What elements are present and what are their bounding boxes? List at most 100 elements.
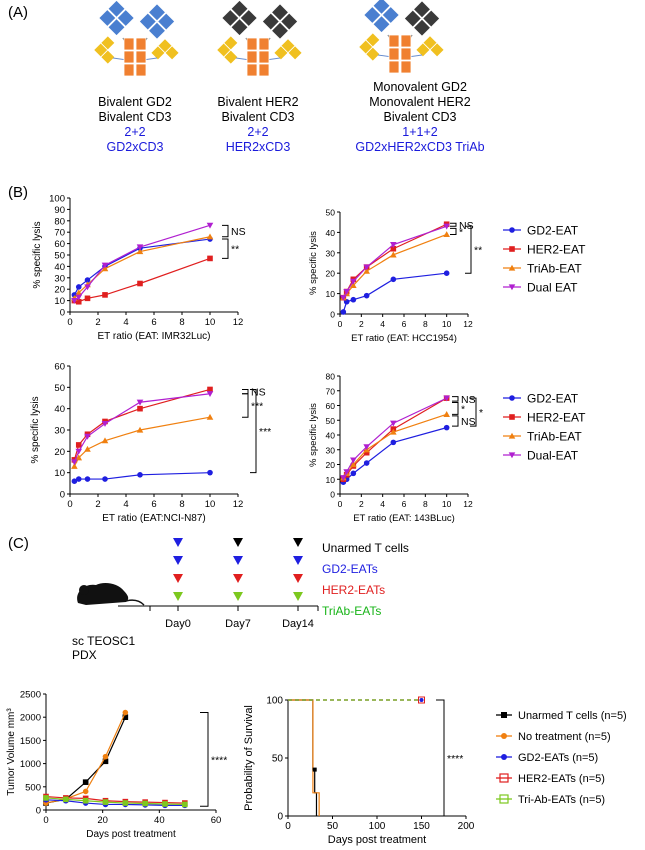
fc-domain bbox=[258, 50, 270, 64]
legend-label: GD2-EAT bbox=[527, 392, 579, 406]
legend-label: TriAb-EAT bbox=[527, 430, 582, 444]
bracket-ns-2 bbox=[452, 415, 459, 427]
series-tri-ab-eats bbox=[43, 795, 188, 808]
series-line bbox=[73, 416, 211, 467]
data-point bbox=[101, 437, 109, 444]
data-point bbox=[363, 449, 370, 456]
x-tick-label: 0 bbox=[338, 319, 343, 329]
x-tick-label: 6 bbox=[151, 499, 156, 510]
data-point bbox=[84, 295, 91, 302]
series-triab-eat bbox=[71, 233, 214, 301]
data-point bbox=[75, 476, 82, 482]
data-point bbox=[443, 270, 450, 277]
bracket-ns-label: NS bbox=[461, 394, 476, 406]
y-tick-label: 0 bbox=[277, 812, 283, 823]
data-point bbox=[390, 439, 397, 446]
fc-domain bbox=[258, 63, 270, 77]
x-tick-label: 2 bbox=[359, 319, 364, 329]
data-point bbox=[84, 433, 91, 440]
data-point bbox=[75, 442, 82, 448]
data-point bbox=[207, 255, 213, 262]
data-point bbox=[390, 251, 397, 258]
outer-fab-right bbox=[403, 0, 441, 37]
bracket-quad-star-label: **** bbox=[211, 754, 227, 766]
fab-domain bbox=[372, 15, 391, 34]
fc-domain bbox=[388, 60, 400, 74]
data-point bbox=[102, 753, 109, 760]
data-point bbox=[136, 426, 144, 433]
series-line bbox=[74, 257, 211, 303]
bracket-star-2 bbox=[470, 397, 477, 427]
day-label-day7: Day7 bbox=[225, 618, 251, 630]
legend-marker bbox=[499, 773, 509, 783]
data-point bbox=[137, 280, 143, 287]
data-point bbox=[102, 758, 109, 765]
construct-2-blue-2: HER2xCD3 bbox=[225, 140, 291, 154]
x-tick-label: 150 bbox=[413, 821, 430, 832]
data-point bbox=[390, 428, 397, 435]
cd3-scfv-right bbox=[150, 38, 180, 61]
y-tick-label: 40 bbox=[54, 404, 65, 415]
x-tick-label: 6 bbox=[402, 499, 407, 509]
legend-label: Dual-EAT bbox=[527, 449, 579, 463]
y-tick-label: 50 bbox=[54, 251, 65, 262]
chart-143bluc: 0 2 4 6 8 10 12 0 10 20 30 40 50 60 70 80 ET ratio (EAT:… bbox=[308, 372, 483, 525]
construct-2-line-2: Bivalent CD3 bbox=[221, 110, 295, 124]
bracket-double-star bbox=[465, 225, 472, 274]
data-point bbox=[102, 292, 108, 298]
fc-domain bbox=[400, 34, 412, 48]
series-gd2-eat bbox=[340, 270, 450, 315]
fab-domain bbox=[412, 0, 432, 19]
data-point bbox=[443, 395, 450, 402]
x-tick-label: 12 bbox=[233, 317, 244, 328]
y-tick-label: 30 bbox=[326, 248, 336, 258]
data-point bbox=[84, 284, 91, 291]
antibody-her2xcd3-diagram bbox=[216, 0, 303, 77]
series-no-treatment-n-5- bbox=[288, 699, 320, 816]
data-point bbox=[390, 276, 397, 283]
bracket-triple-star-2 bbox=[250, 388, 257, 474]
data-point bbox=[137, 405, 143, 412]
data-point bbox=[206, 391, 214, 398]
y-tick-label: 80 bbox=[326, 372, 336, 382]
x-tick-label: 2 bbox=[95, 317, 100, 328]
dose-arrow bbox=[233, 538, 243, 547]
fab-domain bbox=[138, 12, 157, 31]
series-line bbox=[342, 413, 447, 479]
data-point bbox=[443, 231, 450, 238]
fc-domain bbox=[400, 47, 412, 61]
y-tick-label: 60 bbox=[54, 239, 65, 250]
y-tick-label: 0 bbox=[60, 308, 65, 319]
data-point bbox=[443, 424, 450, 431]
legend-marker bbox=[501, 754, 507, 760]
data-point bbox=[350, 282, 357, 289]
data-point bbox=[122, 714, 129, 720]
y-tick-label: 10 bbox=[326, 475, 336, 485]
schedule-group-label: Unarmed T cells bbox=[322, 541, 409, 555]
data-point bbox=[136, 399, 144, 406]
y-tick-label: 1500 bbox=[20, 736, 41, 747]
legend-label: HER2-EATs (n=5) bbox=[518, 773, 605, 785]
legend-label: HER2-EAT bbox=[527, 243, 586, 257]
outer-fab-left bbox=[221, 0, 258, 37]
bracket-star-2-label: * bbox=[479, 407, 483, 419]
scfv-domain bbox=[223, 49, 239, 65]
dose-arrow bbox=[173, 556, 183, 565]
data-point bbox=[75, 298, 82, 305]
data-point bbox=[71, 462, 78, 469]
dose-arrow bbox=[233, 592, 243, 601]
data-point bbox=[75, 454, 83, 461]
y-tick-label: 100 bbox=[49, 194, 65, 205]
y-tick-label: 30 bbox=[326, 445, 336, 455]
fc-domain bbox=[123, 50, 135, 64]
outer-fab-right bbox=[138, 3, 176, 40]
x-tick-label: 100 bbox=[369, 821, 386, 832]
x-tick-label: 10 bbox=[205, 317, 216, 328]
series-triab-eat bbox=[71, 413, 214, 469]
data-point bbox=[443, 223, 450, 230]
bracket-star bbox=[450, 227, 457, 235]
legend-label: GD2-EATs (n=5) bbox=[518, 752, 598, 764]
series-line bbox=[342, 397, 447, 479]
schedule-group-label: HER2-EATs bbox=[322, 583, 385, 597]
